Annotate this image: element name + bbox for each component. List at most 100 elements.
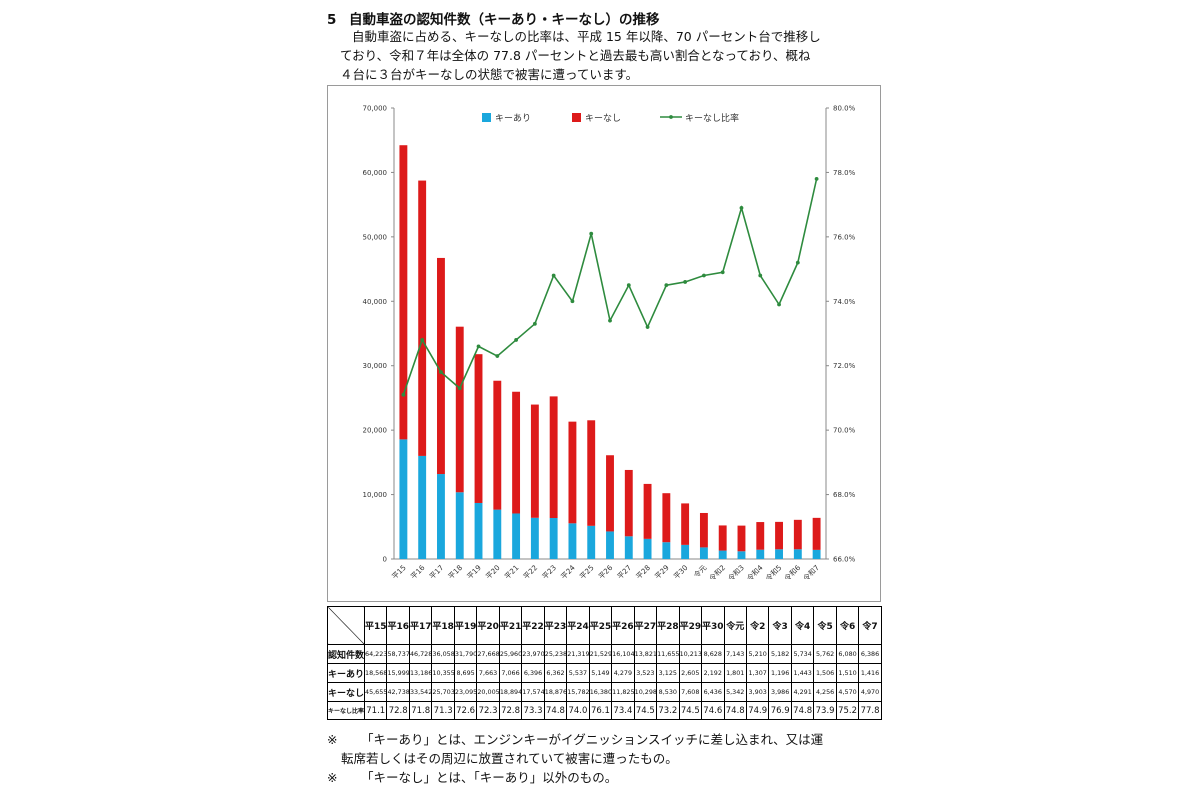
table-cell: 6,362 bbox=[543, 663, 568, 683]
bar-key-nashi bbox=[530, 404, 539, 518]
table-row-label: キーあり bbox=[327, 663, 365, 683]
table-cell: 7,663 bbox=[476, 663, 500, 683]
table-col-header: 平26 bbox=[611, 606, 635, 645]
bar-key-ari bbox=[756, 549, 765, 559]
left-tick-label: 60,000 bbox=[363, 169, 388, 177]
bar-key-nashi bbox=[587, 420, 596, 526]
table-cell: 58,737 bbox=[386, 644, 410, 664]
x-tick-label: 令和6 bbox=[782, 563, 802, 583]
x-tick-label: 平26 bbox=[596, 563, 614, 581]
bar-key-ari bbox=[643, 538, 652, 559]
table-cell: 74.0 bbox=[566, 701, 590, 720]
section-number: 5 bbox=[327, 12, 337, 28]
ratio-point bbox=[608, 318, 612, 323]
table-corner-cell bbox=[327, 606, 365, 645]
intro-line-1: 自動車盗に占める、キーなしの比率は、平成 15 年以降、70 パーセント台で推移… bbox=[352, 29, 821, 44]
table-cell: 74.5 bbox=[633, 701, 658, 720]
table-row-label: キーなし bbox=[327, 682, 365, 702]
table-cell: 3,986 bbox=[768, 682, 792, 702]
bar-key-nashi bbox=[662, 493, 671, 543]
ratio-point bbox=[532, 321, 537, 326]
right-tick-label: 70.0% bbox=[833, 427, 856, 435]
bar-key-ari bbox=[530, 517, 539, 559]
x-tick-label: 平25 bbox=[578, 563, 596, 581]
table-col-header: 令7 bbox=[858, 606, 882, 645]
ratio-point bbox=[589, 231, 594, 236]
table-cell: 7,608 bbox=[678, 682, 703, 702]
table-cell: 3,903 bbox=[745, 682, 770, 702]
ratio-point bbox=[420, 338, 425, 342]
table-cell: 10,298 bbox=[633, 682, 658, 702]
ratio-point bbox=[551, 273, 556, 278]
table-cell: 5,762 bbox=[813, 644, 837, 664]
bar-key-ari bbox=[549, 518, 558, 559]
bar-key-nashi bbox=[681, 503, 690, 545]
table-cell: 1,196 bbox=[768, 663, 792, 683]
note-2-text: 「キーなし」とは、「キーあり」以外のもの。 bbox=[361, 770, 618, 785]
table-col-header: 平23 bbox=[543, 606, 568, 645]
bar-key-ari bbox=[418, 455, 427, 559]
note-mark: ※ bbox=[327, 770, 338, 785]
table-cell: 5,182 bbox=[768, 644, 792, 664]
bar-key-ari bbox=[568, 523, 577, 559]
table-cell: 25,703 bbox=[431, 682, 455, 702]
table-cell: 4,279 bbox=[611, 663, 635, 683]
ratio-point bbox=[702, 273, 706, 278]
table-cell: 72.8 bbox=[386, 701, 410, 720]
table-cell: 8,628 bbox=[701, 644, 725, 664]
ratio-point bbox=[758, 273, 763, 278]
table-cell: 74.5 bbox=[678, 701, 703, 720]
legend-swatch-key-ari bbox=[482, 113, 491, 122]
left-tick-label: 10,000 bbox=[363, 491, 388, 499]
table-cell: 71.1 bbox=[363, 701, 388, 720]
left-tick-label: 30,000 bbox=[363, 362, 388, 370]
table-row-label: 認知件数 bbox=[327, 644, 365, 664]
legend-swatch-ratio-point bbox=[669, 115, 673, 119]
left-tick-label: 20,000 bbox=[363, 427, 388, 435]
table-cell: 72.3 bbox=[476, 701, 500, 720]
bar-key-nashi bbox=[812, 517, 821, 550]
table-cell: 72.8 bbox=[498, 701, 523, 720]
table-cell: 10,213 bbox=[678, 644, 703, 664]
x-tick-label: 平18 bbox=[446, 563, 464, 581]
table-cell: 4,970 bbox=[858, 682, 882, 702]
x-tick-label: 平28 bbox=[634, 563, 652, 581]
intro-line-2: ており、令和７年は全体の 77.8 パーセントと過去最も高い割合となっており、概… bbox=[340, 48, 811, 63]
table-col-header: 平17 bbox=[408, 606, 433, 645]
legend-label-ratio: キーなし比率 bbox=[685, 112, 739, 124]
bar-key-ari bbox=[737, 551, 746, 559]
x-tick-label: 令和5 bbox=[764, 563, 784, 583]
table-cell: 11,825 bbox=[611, 682, 635, 702]
table-row: キーなし 45,655 42,738 33,542 25,703 23,095 20,005… bbox=[327, 682, 882, 702]
section-heading: 5 自動車盗の認知件数（キーあり・キーなし）の推移 bbox=[327, 8, 660, 28]
table-cell: 75.2 bbox=[835, 701, 860, 720]
bar-key-nashi bbox=[718, 525, 727, 551]
x-tick-label: 令和3 bbox=[726, 563, 746, 583]
data-table: 平15 平16 平17 平18 平19 平20 平21 平22 平23 平24 平25 平26 平27 平… bbox=[327, 606, 882, 720]
table-cell: 31,790 bbox=[453, 644, 478, 664]
table-cell: 8,695 bbox=[453, 663, 478, 683]
bar-key-nashi bbox=[418, 180, 427, 456]
table-cell: 4,291 bbox=[790, 682, 815, 702]
x-tick-label: 平30 bbox=[672, 563, 690, 581]
table-col-header: 平21 bbox=[498, 606, 523, 645]
bar-key-ari bbox=[624, 536, 633, 559]
bar-key-nashi bbox=[606, 455, 614, 532]
table-cell: 74.9 bbox=[745, 701, 770, 720]
table-cell: 3,125 bbox=[656, 663, 680, 683]
table-col-header: 平30 bbox=[701, 606, 725, 645]
bar-key-nashi bbox=[624, 469, 633, 537]
table-cell: 74.8 bbox=[543, 701, 568, 720]
table-cell: 76.1 bbox=[588, 701, 613, 720]
table-cell: 25,960 bbox=[498, 644, 523, 664]
table-col-header: 平27 bbox=[633, 606, 658, 645]
bar-key-ari bbox=[587, 525, 596, 559]
table-col-header: 令4 bbox=[790, 606, 815, 645]
theft-chart: 0 10,000 20,000 30,000 40,000 50,000 60,000 70,… bbox=[363, 105, 856, 583]
ratio-line bbox=[402, 178, 818, 395]
left-tick-label: 50,000 bbox=[363, 233, 388, 241]
table-cell: 45,655 bbox=[363, 682, 388, 702]
left-tick-label: 70,000 bbox=[363, 105, 388, 113]
right-tick-label: 76.0% bbox=[833, 233, 856, 241]
ratio-point bbox=[626, 283, 631, 288]
